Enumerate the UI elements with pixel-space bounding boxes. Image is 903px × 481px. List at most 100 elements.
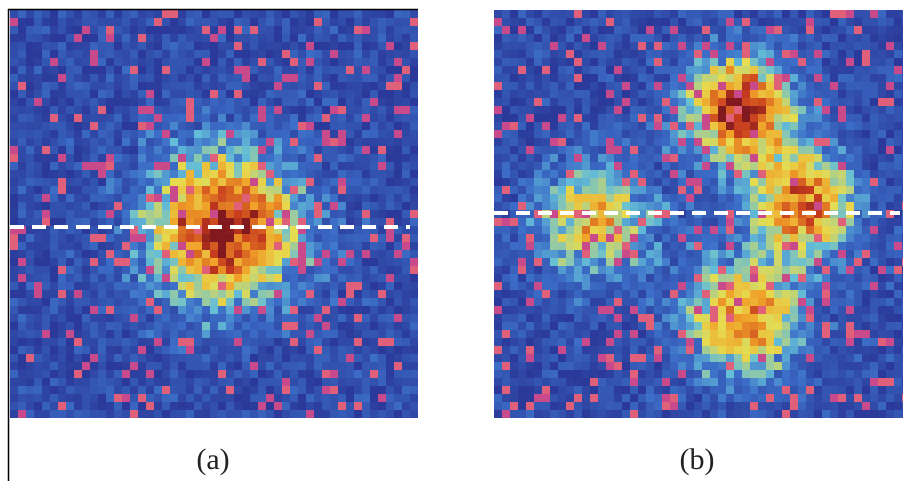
- pixel: [718, 202, 726, 210]
- pixel: [686, 74, 694, 82]
- pixel: [534, 66, 542, 74]
- pixel: [346, 370, 354, 378]
- pixel: [822, 250, 830, 258]
- pixel: [282, 298, 290, 306]
- pixel: [870, 194, 878, 202]
- pixel: [146, 410, 154, 418]
- pixel: [290, 282, 298, 290]
- pixel: [50, 202, 58, 210]
- pixel: [130, 306, 138, 314]
- pixel: [26, 218, 34, 226]
- pixel: [170, 58, 178, 66]
- pixel: [702, 290, 710, 298]
- pixel: [638, 42, 646, 50]
- pixel: [202, 90, 210, 98]
- pixel: [266, 114, 274, 122]
- pixel: [34, 58, 42, 66]
- pixel: [186, 266, 194, 274]
- pixel: [798, 18, 806, 26]
- pixel: [218, 378, 226, 386]
- pixel: [798, 42, 806, 50]
- pixel: [854, 298, 862, 306]
- pixel: [606, 202, 614, 210]
- pixel: [822, 338, 830, 346]
- pixel: [742, 162, 750, 170]
- pixel: [210, 362, 218, 370]
- pixel: [58, 298, 66, 306]
- pixel: [678, 130, 686, 138]
- pixel: [42, 394, 50, 402]
- pixel: [510, 330, 518, 338]
- pixel: [386, 218, 394, 226]
- pixel: [670, 258, 678, 266]
- pixel: [362, 194, 370, 202]
- pixel: [886, 354, 894, 362]
- pixel: [394, 290, 402, 298]
- pixel: [50, 330, 58, 338]
- pixel: [338, 178, 346, 186]
- pixel: [566, 322, 574, 330]
- pixel: [194, 90, 202, 98]
- pixel: [798, 274, 806, 282]
- pixel: [290, 202, 298, 210]
- pixel: [162, 314, 170, 322]
- pixel: [234, 234, 242, 242]
- pixel: [122, 186, 130, 194]
- pixel: [694, 114, 702, 122]
- pixel: [154, 234, 162, 242]
- pixel: [106, 194, 114, 202]
- pixel: [130, 34, 138, 42]
- pixel: [122, 74, 130, 82]
- pixel: [50, 322, 58, 330]
- pixel: [218, 50, 226, 58]
- pixel: [210, 330, 218, 338]
- pixel: [34, 234, 42, 242]
- pixel: [862, 274, 870, 282]
- pixel: [410, 74, 418, 82]
- pixel: [330, 146, 338, 154]
- pixel: [66, 298, 74, 306]
- pixel: [846, 74, 854, 82]
- pixel: [58, 90, 66, 98]
- pixel: [830, 74, 838, 82]
- pixel: [774, 234, 782, 242]
- pixel: [210, 18, 218, 26]
- pixel: [338, 306, 346, 314]
- pixel: [894, 314, 902, 322]
- pixel: [162, 290, 170, 298]
- pixel: [98, 82, 106, 90]
- pixel: [290, 370, 298, 378]
- pixel: [66, 394, 74, 402]
- pixel: [266, 266, 274, 274]
- pixel: [322, 290, 330, 298]
- pixel: [806, 242, 814, 250]
- pixel: [502, 226, 510, 234]
- pixel: [878, 10, 886, 18]
- pixel: [774, 354, 782, 362]
- pixel: [614, 242, 622, 250]
- pixel: [210, 234, 218, 242]
- pixel: [282, 66, 290, 74]
- pixel: [90, 362, 98, 370]
- pixel: [314, 130, 322, 138]
- pixel: [654, 234, 662, 242]
- pixel: [502, 346, 510, 354]
- pixel: [494, 98, 502, 106]
- pixel: [574, 122, 582, 130]
- pixel: [678, 242, 686, 250]
- pixel: [178, 258, 186, 266]
- pixel: [734, 354, 742, 362]
- pixel: [18, 346, 26, 354]
- pixel: [614, 234, 622, 242]
- pixel: [886, 306, 894, 314]
- pixel: [50, 106, 58, 114]
- pixel: [614, 322, 622, 330]
- pixel: [502, 34, 510, 42]
- pixel: [694, 362, 702, 370]
- pixel: [154, 298, 162, 306]
- pixel: [250, 154, 258, 162]
- pixel: [122, 26, 130, 34]
- pixel: [654, 10, 662, 18]
- pixel: [606, 50, 614, 58]
- pixel: [162, 26, 170, 34]
